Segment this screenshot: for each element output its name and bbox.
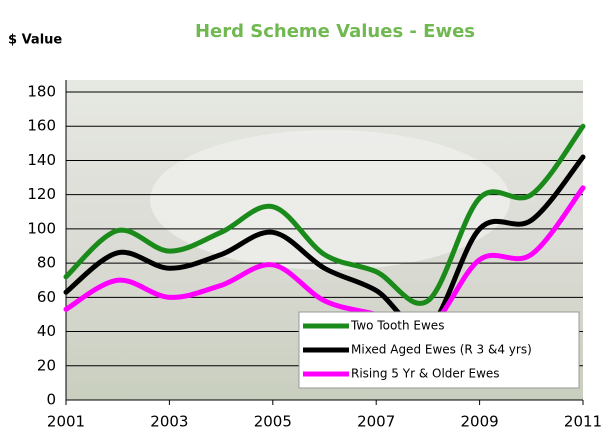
x-tick-label: 2003 xyxy=(150,413,188,431)
y-tick-label: 100 xyxy=(27,219,56,237)
legend-label: Mixed Aged Ewes (R 3 &4 yrs) xyxy=(351,343,532,357)
y-tick-label: 20 xyxy=(37,356,56,374)
y-tick-label: 160 xyxy=(27,117,56,135)
y-tick-label: 60 xyxy=(37,288,56,306)
chart-title: Herd Scheme Values - Ewes xyxy=(195,21,475,42)
y-axis-label: $ Value xyxy=(8,33,62,48)
y-tick-label: 180 xyxy=(27,83,56,101)
y-tick-label: 40 xyxy=(37,322,56,340)
chart: $ Value Herd Scheme Values - Ewes 0 20 40 6… xyxy=(0,0,611,439)
x-tick-label: 2005 xyxy=(254,413,292,431)
y-tick-label: 120 xyxy=(27,185,56,203)
x-tick-label: 2001 xyxy=(47,413,85,431)
x-tick-label: 2007 xyxy=(357,413,395,431)
page: {"chart_data": {"type": "line", "title":… xyxy=(0,0,611,439)
x-tick-label: 2009 xyxy=(461,413,499,431)
y-tick-label: 0 xyxy=(46,391,56,409)
legend-label: Rising 5 Yr & Older Ewes xyxy=(351,367,500,381)
y-tick-label: 80 xyxy=(37,254,56,272)
legend-label: Two Tooth Ewes xyxy=(350,319,444,333)
y-tick-label: 140 xyxy=(27,151,56,169)
x-tick-label: 2011 xyxy=(564,413,602,431)
